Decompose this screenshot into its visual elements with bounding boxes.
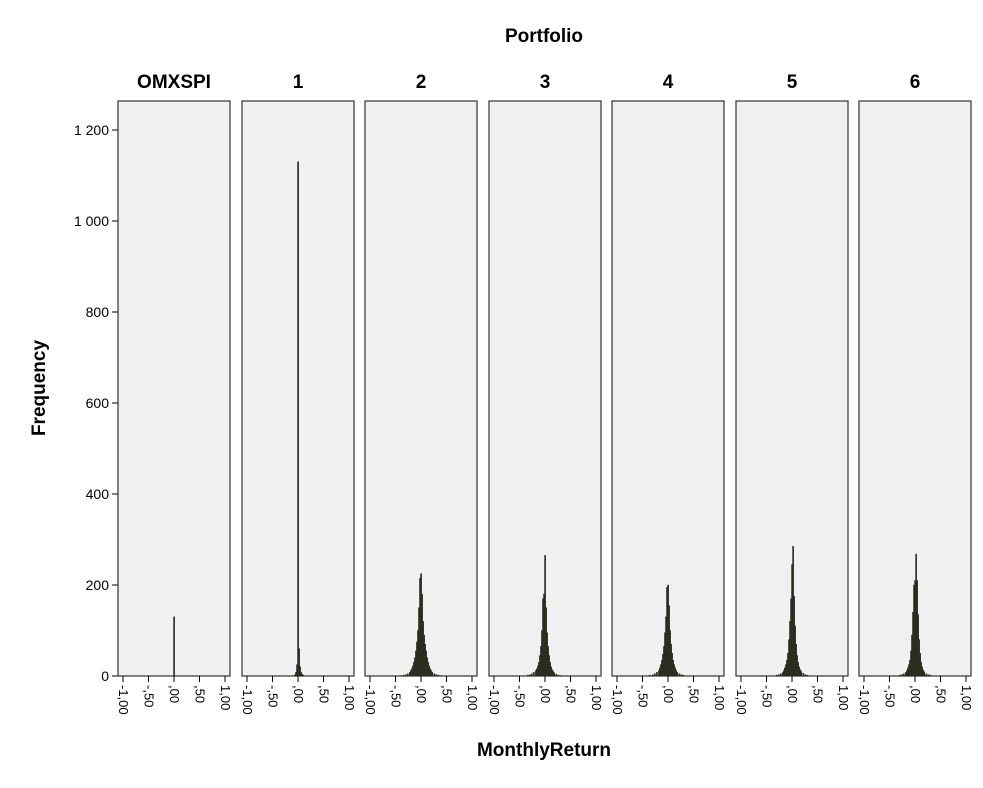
x-tick-label: 1,00 — [218, 685, 233, 710]
bar — [775, 674, 778, 677]
bar — [927, 674, 930, 677]
x-tick-label: -1,00 — [857, 685, 872, 715]
x-tick-label: 1,00 — [836, 685, 851, 710]
y-tick-label: 200 — [86, 577, 110, 593]
bar — [651, 674, 654, 677]
x-tick-label: ,00 — [661, 685, 676, 703]
panel-OMXSPI — [117, 100, 231, 677]
bar — [173, 616, 175, 677]
bar — [404, 674, 407, 677]
x-tick-label: -1,00 — [240, 685, 255, 715]
x-tick-label: ,50 — [440, 685, 455, 703]
x-tick-label: ,50 — [934, 685, 949, 703]
x-tick-label: -,50 — [636, 685, 651, 707]
bar — [656, 672, 658, 677]
bar — [402, 674, 405, 677]
bar — [680, 674, 683, 677]
bar — [298, 648, 300, 677]
y-axis-label: Frequency — [29, 340, 50, 437]
x-tick-label: ,00 — [291, 685, 306, 703]
x-tick-label: ,50 — [687, 685, 702, 703]
panel-4 — [611, 100, 725, 677]
x-tick-label: ,00 — [908, 685, 923, 703]
panels-layer: 0 200 400 600 800 1 000 1 200 OMXSPI -1,00 -,50 ,0… — [74, 72, 974, 715]
bar — [654, 673, 656, 677]
bar — [903, 673, 905, 677]
bar — [553, 672, 556, 677]
bar — [802, 673, 805, 677]
bar — [780, 673, 782, 677]
x-tick-label: -1,00 — [734, 685, 749, 715]
x-tick-label: 1,00 — [465, 685, 480, 710]
panel-header: 4 — [663, 72, 674, 93]
bar — [800, 671, 803, 677]
bar — [555, 673, 558, 677]
bar — [901, 674, 903, 677]
panel-header: 1 — [293, 72, 304, 93]
bar — [297, 161, 299, 677]
y-tick-label: 1 200 — [74, 122, 109, 138]
bar — [557, 674, 560, 677]
bar — [437, 674, 440, 677]
x-tick-label: -,50 — [142, 685, 157, 707]
x-tick-label: -1,00 — [116, 685, 131, 715]
bar — [433, 673, 436, 677]
x-tick-label: ,00 — [414, 685, 429, 703]
chart-title: Portfolio — [505, 26, 583, 47]
bar — [804, 674, 807, 677]
bar — [531, 673, 533, 677]
y-tick-label: 0 — [101, 668, 109, 684]
bar — [526, 674, 529, 677]
panel-header: 3 — [540, 72, 551, 93]
x-tick-label: -,50 — [760, 685, 775, 707]
y-tick-label: 600 — [86, 395, 110, 411]
x-tick-label: -1,00 — [610, 685, 625, 715]
panel-header: 2 — [416, 72, 427, 93]
bar — [435, 674, 438, 677]
panel-header: 6 — [910, 72, 921, 93]
bar — [806, 674, 809, 677]
x-tick-label: -,50 — [389, 685, 404, 707]
bar — [431, 672, 434, 677]
x-tick-label: -,50 — [883, 685, 898, 707]
x-tick-label: ,50 — [193, 685, 208, 703]
x-tick-label: 1,00 — [712, 685, 727, 710]
x-tick-label: 1,00 — [342, 685, 357, 710]
x-tick-label: 1,00 — [589, 685, 604, 710]
bar — [923, 671, 926, 677]
x-tick-label: ,00 — [167, 685, 182, 703]
y-tick-label: 1 000 — [74, 213, 109, 229]
bar — [648, 674, 651, 677]
x-tick-label: -1,00 — [363, 685, 378, 715]
bar — [299, 666, 301, 677]
bar — [407, 673, 409, 677]
x-tick-label: ,50 — [811, 685, 826, 703]
bar — [898, 674, 901, 677]
bar — [678, 673, 681, 677]
bar — [778, 674, 780, 677]
x-tick-label: ,50 — [317, 685, 332, 703]
panel-6 — [858, 100, 972, 677]
bar — [929, 674, 932, 677]
x-axis-label: MonthlyReturn — [477, 740, 611, 761]
bar — [302, 674, 304, 677]
panel-header: 5 — [787, 72, 798, 93]
bar — [925, 673, 928, 677]
bar — [528, 674, 531, 677]
y-tick-label: 800 — [86, 304, 110, 320]
x-tick-label: ,50 — [564, 685, 579, 703]
bar — [533, 672, 535, 677]
bar — [682, 674, 685, 677]
x-tick-label: -,50 — [513, 685, 528, 707]
x-tick-label: -,50 — [266, 685, 281, 707]
x-tick-label: ,00 — [785, 685, 800, 703]
x-tick-label: -1,00 — [487, 685, 502, 715]
x-tick-label: 1,00 — [959, 685, 974, 710]
y-tick-label: 400 — [86, 486, 110, 502]
x-tick-label: ,00 — [538, 685, 553, 703]
bar — [676, 672, 679, 677]
panel-header: OMXSPI — [137, 72, 211, 93]
